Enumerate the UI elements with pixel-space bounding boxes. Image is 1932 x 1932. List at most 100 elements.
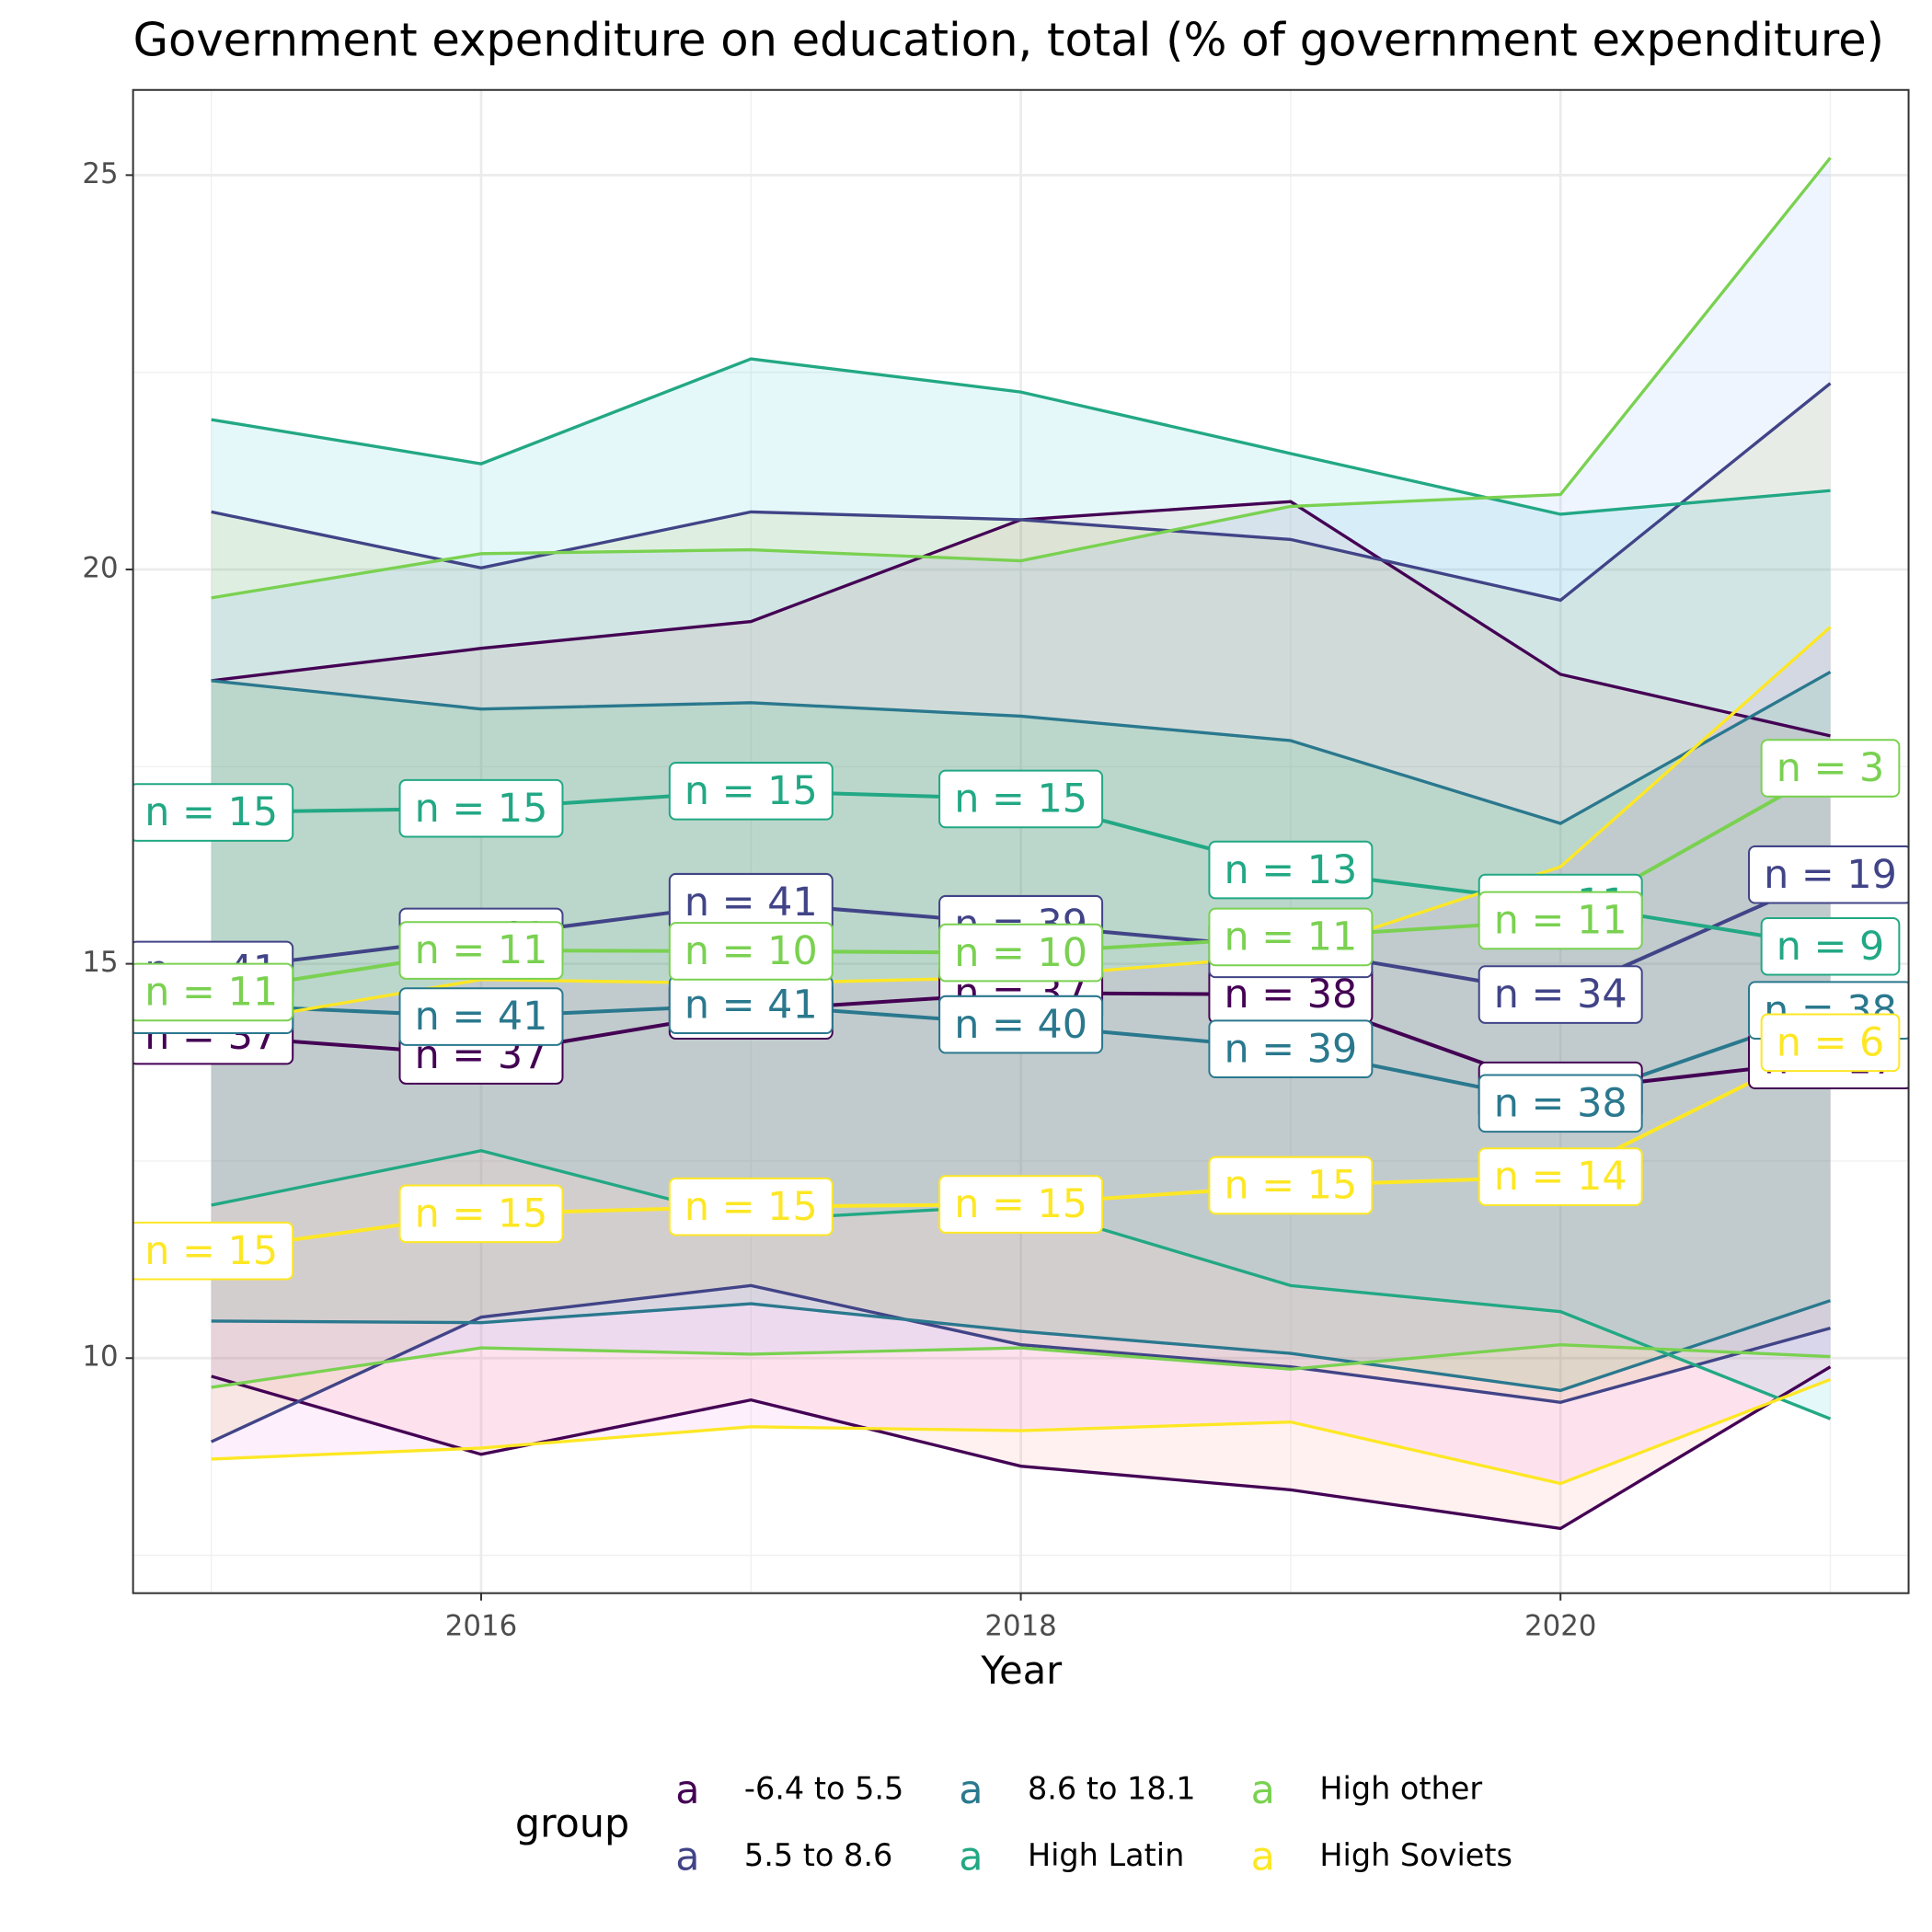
label-box bbox=[398, 987, 564, 1046]
ribbon bbox=[211, 359, 1831, 1420]
label-text: n = 41 bbox=[415, 994, 548, 1040]
count-label: n = 41 bbox=[398, 987, 564, 1046]
label-text: n = 11 bbox=[415, 927, 548, 973]
label-box bbox=[1760, 1013, 1901, 1073]
label-text: n = 15 bbox=[684, 1184, 818, 1230]
y-tick-label: 10 bbox=[82, 1340, 118, 1374]
legend-title: group bbox=[515, 1800, 629, 1846]
label-box bbox=[132, 783, 294, 842]
x-tick-label: 2020 bbox=[1524, 1610, 1596, 1643]
label-text: n = 38 bbox=[1494, 1081, 1627, 1127]
label-box bbox=[1208, 1156, 1374, 1215]
lower-line bbox=[210, 1283, 1831, 1443]
label-text: n = 15 bbox=[415, 786, 548, 832]
legend-key: a bbox=[1251, 1834, 1275, 1880]
lower-line bbox=[211, 1377, 1832, 1486]
label-box bbox=[398, 921, 564, 980]
count-label: n = 15 bbox=[132, 1221, 294, 1281]
label-text: n = 38 bbox=[1224, 972, 1357, 1018]
label-text: n = 15 bbox=[415, 1191, 548, 1237]
label-box bbox=[1478, 1147, 1643, 1206]
label-text: n = 9 bbox=[1777, 924, 1885, 970]
label-text: n = 3 bbox=[1777, 745, 1885, 791]
count-label: n = 11 bbox=[1208, 907, 1374, 967]
label-text: n = 6 bbox=[1777, 1020, 1885, 1066]
label-text: n = 11 bbox=[1224, 914, 1357, 960]
label-text: n = 10 bbox=[954, 930, 1087, 976]
label-box bbox=[1760, 916, 1901, 976]
label-text: n = 15 bbox=[144, 789, 278, 835]
upper-line bbox=[211, 156, 1832, 600]
label-box bbox=[1478, 891, 1643, 950]
count-label: n = 40 bbox=[938, 995, 1104, 1054]
label-text: n = 14 bbox=[1494, 1154, 1627, 1200]
label-box bbox=[938, 769, 1104, 829]
label-text: n = 15 bbox=[954, 1181, 1087, 1227]
count-label: n = 11 bbox=[398, 921, 564, 980]
count-label: n = 39 bbox=[1208, 1019, 1374, 1078]
label-text: n = 13 bbox=[1224, 847, 1357, 893]
label-box bbox=[668, 1177, 834, 1236]
label-box bbox=[1208, 907, 1374, 967]
legend-key: a bbox=[675, 1767, 699, 1813]
legend-key: a bbox=[959, 1767, 983, 1813]
legend-label: High other bbox=[1319, 1770, 1482, 1806]
label-box bbox=[398, 778, 564, 838]
legend-label: 5.5 to 8.6 bbox=[744, 1837, 892, 1873]
label-box bbox=[1748, 845, 1909, 904]
legend-label: 8.6 to 18.1 bbox=[1028, 1770, 1196, 1806]
count-label: n = 15 bbox=[668, 762, 834, 821]
label-box bbox=[938, 923, 1104, 983]
y-tick-label: 15 bbox=[82, 946, 118, 979]
count-label: n = 15 bbox=[938, 1175, 1104, 1234]
count-label: n = 10 bbox=[668, 922, 834, 981]
count-label: n = 15 bbox=[938, 769, 1104, 829]
axes: 10 15 20 25 2016 2018 2020 bbox=[82, 157, 1596, 1643]
count-label: n = 38 bbox=[1478, 1074, 1643, 1133]
label-text: n = 15 bbox=[144, 1228, 278, 1274]
label-box bbox=[1478, 1074, 1643, 1133]
count-label: n = 6 bbox=[1760, 1013, 1901, 1073]
label-text: n = 11 bbox=[144, 970, 278, 1016]
upper-line bbox=[211, 670, 1832, 825]
lower-line bbox=[211, 1299, 1832, 1393]
label-box bbox=[1208, 1019, 1374, 1078]
count-label: n = 34 bbox=[1478, 965, 1643, 1024]
label-text: n = 41 bbox=[684, 880, 818, 926]
count-label: n = 38 bbox=[1208, 965, 1374, 1024]
count-label: n = 9 bbox=[1760, 916, 1901, 976]
upper-line bbox=[211, 382, 1832, 603]
upper-line bbox=[211, 357, 1831, 516]
label-text: n = 19 bbox=[1764, 852, 1897, 898]
legend-key: a bbox=[1251, 1767, 1275, 1813]
count-label: n = 15 bbox=[668, 1177, 834, 1236]
ribbon bbox=[211, 627, 1831, 1484]
count-label: n = 41 bbox=[668, 975, 834, 1034]
count-label: n = 14 bbox=[1478, 1147, 1643, 1206]
lower-line bbox=[211, 1342, 1831, 1389]
label-box bbox=[1208, 840, 1374, 900]
legend-label: -6.4 to 5.5 bbox=[744, 1770, 903, 1806]
label-text: n = 41 bbox=[684, 982, 818, 1028]
label-box bbox=[1760, 739, 1901, 798]
label-box bbox=[132, 962, 294, 1022]
lower-line bbox=[211, 1365, 1832, 1531]
y-tick-label: 25 bbox=[82, 157, 118, 190]
label-box bbox=[668, 922, 834, 981]
label-box bbox=[938, 995, 1104, 1054]
legend-key: a bbox=[675, 1834, 699, 1880]
legend: group a -6.4 to 5.5 a 5.5 to 8.6 a 8.6 to 18.… bbox=[515, 1767, 1512, 1880]
x-tick-label: 2016 bbox=[445, 1610, 517, 1643]
count-label: n = 41 bbox=[668, 872, 834, 932]
count-label: n = 15 bbox=[398, 1184, 564, 1244]
count-label: n = 15 bbox=[1208, 1156, 1374, 1215]
label-text: n = 15 bbox=[954, 776, 1087, 822]
label-box bbox=[132, 1221, 294, 1281]
label-box bbox=[668, 762, 834, 821]
count-label: n = 13 bbox=[1208, 840, 1374, 900]
count-label: n = 19 bbox=[1748, 845, 1909, 904]
count-label: n = 11 bbox=[132, 962, 294, 1022]
plot-area: n = 37n = 37n = 37n = 37n = 38n = 36n = … bbox=[132, 156, 1909, 1531]
